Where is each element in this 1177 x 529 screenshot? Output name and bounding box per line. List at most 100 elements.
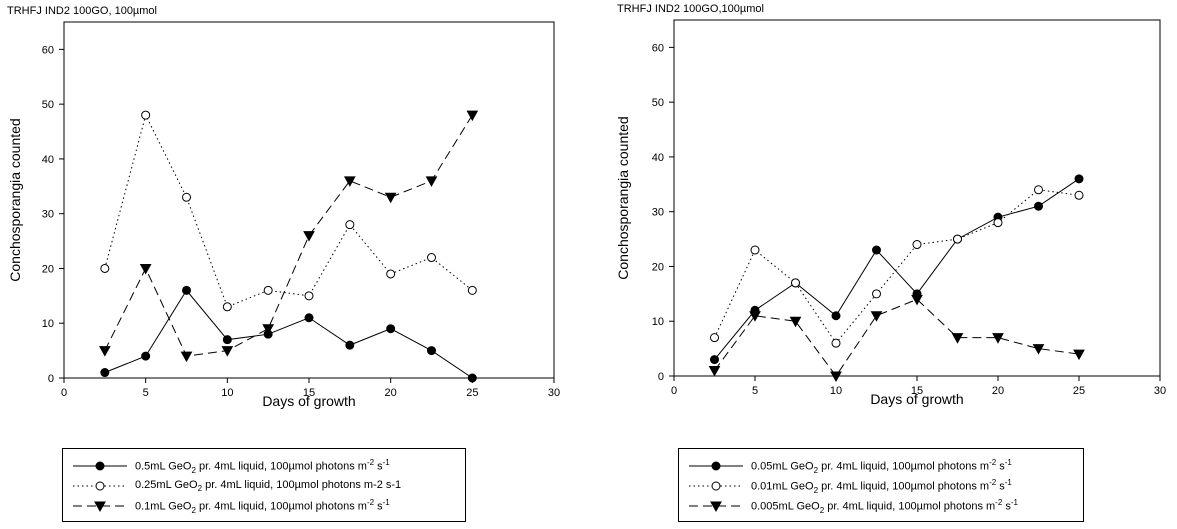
- x-axis-label: Days of growth: [262, 393, 355, 409]
- legend-label-part: 0.01mL GeO: [751, 480, 814, 492]
- x-tick-label: 20: [992, 385, 1004, 397]
- legend-item: 0.5mL GeO2 pr. 4mL liquid, 100µmol photo…: [71, 457, 390, 475]
- chart-title: TRHFJ IND2 100GO, 100µmol: [7, 5, 157, 17]
- x-tick-label: 25: [1073, 385, 1085, 397]
- legend-label-part: -1: [383, 458, 390, 467]
- data-point: [183, 286, 191, 294]
- y-tick-label: 10: [42, 318, 54, 330]
- x-tick-label: 30: [1154, 385, 1166, 397]
- data-point: [872, 312, 882, 321]
- x-tick-label: 10: [830, 385, 842, 397]
- x-tick-label: 0: [61, 387, 67, 399]
- chart-title: TRHFJ IND2 100GO,100µmol: [617, 3, 764, 15]
- series-3: [710, 295, 1085, 381]
- legend-item: 0.25mL GeO2 pr. 4mL liquid, 100µmol phot…: [71, 477, 401, 495]
- legend-label: 0.01mL GeO2 pr. 4mL liquid, 100µmol phot…: [751, 478, 1012, 495]
- data-point: [101, 264, 109, 272]
- y-tick-label: 60: [652, 42, 664, 54]
- legend-label-part: s: [374, 460, 383, 472]
- legend-symbol: [687, 499, 745, 513]
- legend-label-part: s: [374, 500, 383, 512]
- legend-marker: [712, 482, 720, 490]
- legend-left: 0.5mL GeO2 pr. 4mL liquid, 100µmol photo…: [62, 448, 466, 522]
- data-point: [1074, 350, 1084, 359]
- legend-label-part: -1: [1005, 458, 1012, 467]
- data-point: [873, 246, 881, 254]
- chart-left: TRHFJ IND2 100GO, 100µmol 0 5 10 15 20 25 30 0 10…: [0, 0, 590, 440]
- data-point: [913, 241, 921, 249]
- legend-label-part: -1: [1005, 478, 1012, 487]
- legend-label-part: -2: [367, 498, 374, 507]
- series-line: [715, 190, 1080, 343]
- legend-item: 0.01mL GeO2 pr. 4mL liquid, 100µmol phot…: [687, 477, 1012, 495]
- legend-symbol: [687, 479, 745, 493]
- data-point: [141, 264, 151, 273]
- data-point: [101, 369, 109, 377]
- legend-label-part: 0.05mL GeO: [751, 460, 814, 472]
- legend-symbol: [71, 479, 129, 493]
- data-point: [428, 254, 436, 262]
- legend-label: 0.1mL GeO2 pr. 4mL liquid, 100µmol photo…: [135, 498, 390, 515]
- legend-label-part: pr. 4mL liquid, 100µmol photons m: [818, 460, 989, 472]
- legend-item: 0.1mL GeO2 pr. 4mL liquid, 100µmol photo…: [71, 497, 390, 515]
- data-point: [468, 374, 476, 382]
- data-point: [467, 111, 477, 120]
- series-2: [711, 186, 1084, 347]
- data-point: [1035, 186, 1043, 194]
- x-tick-label: 20: [385, 387, 397, 399]
- legend-label-part: s: [996, 480, 1005, 492]
- series-line: [715, 299, 1080, 376]
- x-tick-label: 10: [221, 387, 233, 399]
- y-tick-label: 10: [652, 316, 664, 328]
- data-point: [304, 232, 314, 241]
- chart-panel-right: TRHFJ IND2 100GO,100µmol 0 5 10 15 20 25 30 0 10 2…: [610, 0, 1177, 529]
- legend-symbol: [71, 459, 129, 473]
- legend-marker: [712, 462, 720, 470]
- legend-symbol: [687, 459, 745, 473]
- y-axis-label: Conchosporangia counted: [7, 118, 23, 281]
- legend-label-part: 0.5mL GeO: [135, 460, 191, 472]
- data-point: [832, 339, 840, 347]
- legend-label-part: 0.1mL GeO: [135, 500, 191, 512]
- plot-frame: [64, 22, 554, 378]
- y-tick-label: 30: [652, 207, 664, 219]
- y-tick-label: 20: [652, 261, 664, 273]
- legend-label: 0.05mL GeO2 pr. 4mL liquid, 100µmol phot…: [751, 458, 1012, 475]
- legend-label: 0.005mL GeO2 pr. 4mL liquid, 100µmol pho…: [751, 498, 1018, 515]
- data-point: [223, 303, 231, 311]
- series-line: [105, 115, 473, 307]
- data-point: [468, 286, 476, 294]
- data-point: [710, 367, 720, 376]
- data-point: [1075, 191, 1083, 199]
- data-point: [994, 219, 1002, 227]
- y-tick-label: 0: [658, 371, 664, 383]
- data-point: [832, 312, 840, 320]
- data-point: [345, 177, 355, 186]
- series-line: [105, 115, 473, 356]
- data-point: [183, 193, 191, 201]
- y-axis-label: Conchosporangia counted: [615, 116, 631, 279]
- y-tick-label: 20: [42, 263, 54, 275]
- legend-item: 0.005mL GeO2 pr. 4mL liquid, 100µmol pho…: [687, 497, 1018, 515]
- y-tick-label: 0: [48, 373, 54, 385]
- plot-frame: [674, 20, 1160, 376]
- data-point: [751, 246, 759, 254]
- legend-right: 0.05mL GeO2 pr. 4mL liquid, 100µmol phot…: [678, 448, 1084, 522]
- data-point: [428, 347, 436, 355]
- data-point: [346, 341, 354, 349]
- series-3: [100, 111, 478, 361]
- y-tick-label: 50: [652, 97, 664, 109]
- data-point: [100, 347, 110, 356]
- data-point: [264, 286, 272, 294]
- data-point: [427, 177, 437, 186]
- series-1: [711, 175, 1084, 364]
- data-point: [305, 314, 313, 322]
- x-tick-label: 30: [548, 387, 560, 399]
- x-tick-label: 25: [466, 387, 478, 399]
- chart-right: TRHFJ IND2 100GO,100µmol 0 5 10 15 20 25 30 0 10 2…: [610, 0, 1177, 440]
- data-point: [346, 221, 354, 229]
- x-tick-label: 5: [752, 385, 758, 397]
- data-point: [791, 317, 801, 326]
- legend-label: 0.25mL GeO2 pr. 4mL liquid, 100µmol phot…: [135, 479, 401, 493]
- data-point: [223, 336, 231, 344]
